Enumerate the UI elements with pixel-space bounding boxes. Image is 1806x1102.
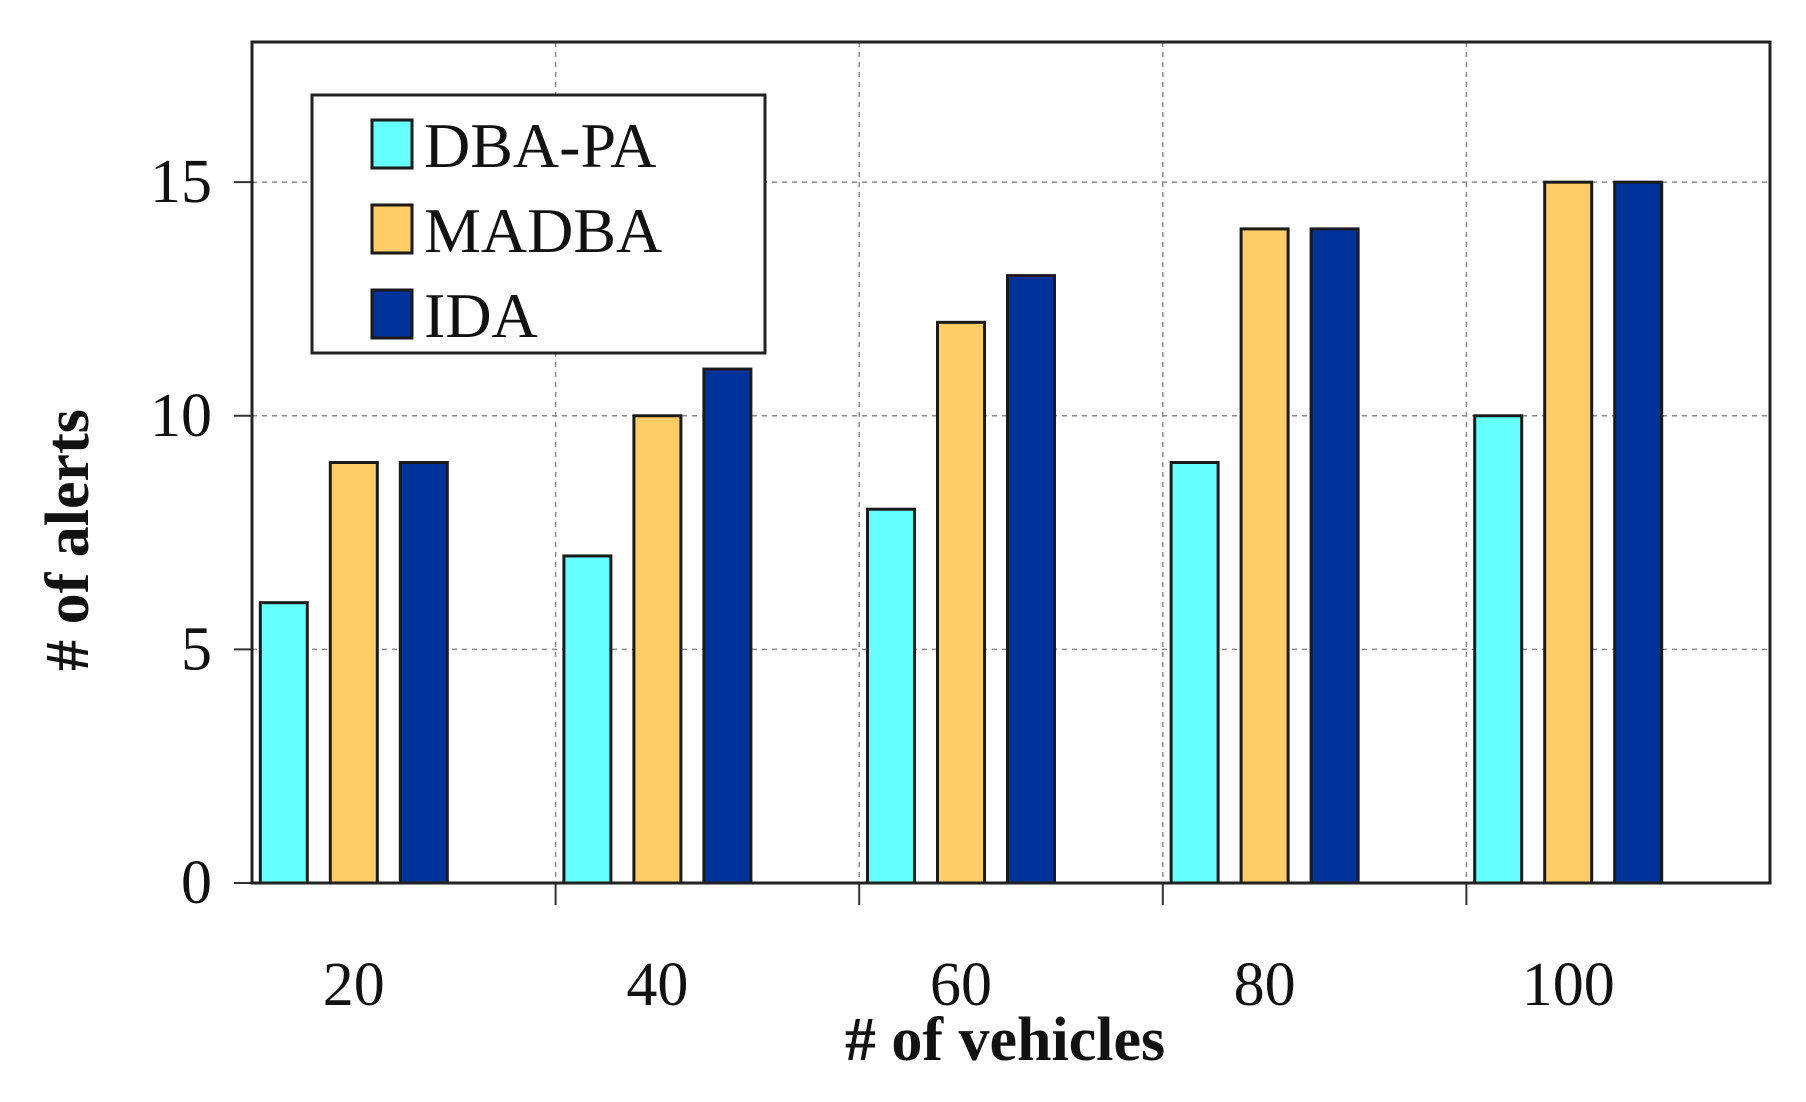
bar-ida-40 bbox=[702, 367, 753, 885]
y-axis-title: # of alerts bbox=[34, 409, 102, 671]
x-tick-label: 60 bbox=[930, 951, 992, 1019]
y-tick-label: 10 bbox=[150, 382, 212, 450]
legend-label-ida: IDA bbox=[424, 280, 538, 351]
legend-label-madba: MADBA bbox=[424, 195, 662, 266]
bar-dba-pa-100 bbox=[1473, 414, 1524, 885]
legend-swatch-ida bbox=[370, 288, 414, 340]
x-tick-label: 20 bbox=[323, 951, 385, 1019]
legend: DBA-PA MADBA IDA bbox=[310, 93, 767, 355]
bar-madba-20 bbox=[328, 461, 379, 885]
legend-swatch-dba-pa bbox=[370, 118, 414, 170]
bar-ida-80 bbox=[1309, 227, 1360, 885]
y-tick-label: 5 bbox=[181, 615, 212, 683]
bar-madba-60 bbox=[936, 320, 986, 885]
axes bbox=[234, 40, 1772, 905]
x-tick-label: 80 bbox=[1234, 951, 1296, 1019]
x-axis-title: # of vehicles bbox=[845, 1006, 1165, 1074]
bar-ida-100 bbox=[1613, 180, 1664, 885]
bar-dba-pa-80 bbox=[1169, 461, 1220, 885]
plot-frame bbox=[250, 40, 1772, 885]
bar-ida-20 bbox=[398, 461, 449, 885]
y-tick-label: 0 bbox=[181, 849, 212, 917]
bar-dba-pa-40 bbox=[562, 554, 613, 885]
bar-dba-pa-20 bbox=[258, 601, 309, 885]
x-tick-label: 100 bbox=[1522, 951, 1615, 1019]
tick-labels: 0 5 10 15 20 40 60 80 100 bbox=[150, 148, 1615, 1019]
y-tick-label: 15 bbox=[150, 148, 212, 216]
legend-swatch-madba bbox=[370, 203, 414, 255]
bar-madba-40 bbox=[632, 414, 683, 885]
bar-madba-80 bbox=[1239, 227, 1290, 885]
x-tick-label: 40 bbox=[626, 951, 688, 1019]
legend-label-dba-pa: DBA-PA bbox=[424, 110, 656, 181]
bars bbox=[258, 180, 1664, 885]
bar-ida-60 bbox=[1006, 274, 1056, 885]
bar-madba-100 bbox=[1543, 180, 1594, 885]
bar-dba-pa-60 bbox=[866, 507, 916, 885]
